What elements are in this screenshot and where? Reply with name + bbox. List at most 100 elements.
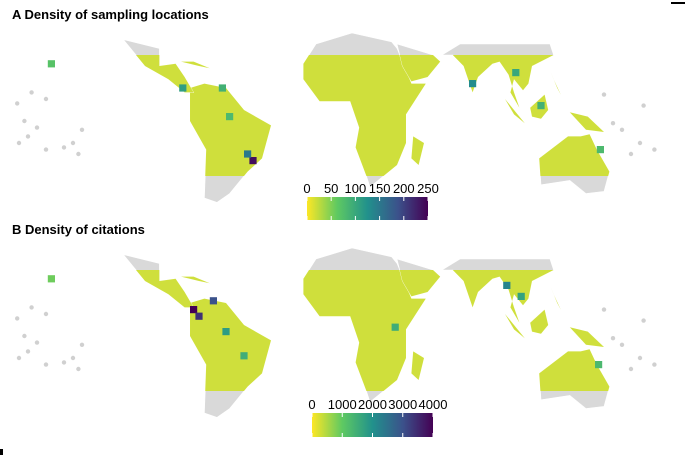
density-cell xyxy=(190,306,198,314)
island xyxy=(619,342,625,347)
island xyxy=(628,151,634,157)
land xyxy=(504,98,526,124)
colorbar-tick-label: 4000 xyxy=(419,397,448,412)
island xyxy=(619,127,625,132)
density-cell xyxy=(596,146,604,154)
island xyxy=(25,134,31,139)
study-region xyxy=(190,298,271,391)
study-region xyxy=(411,351,424,380)
study-region xyxy=(539,134,610,176)
density-cell xyxy=(537,102,545,110)
island xyxy=(43,311,49,317)
island xyxy=(652,362,657,367)
colorbar-tick-label: 150 xyxy=(369,181,391,196)
colorbar-tick-label: 50 xyxy=(324,181,338,196)
study-region xyxy=(539,349,610,391)
density-cell xyxy=(391,323,399,331)
panel-title: A Density of sampling locations xyxy=(12,7,209,22)
colorbar-tick-label: 3000 xyxy=(388,397,417,412)
island xyxy=(16,355,22,361)
island xyxy=(628,366,634,372)
island xyxy=(43,96,49,102)
island xyxy=(29,305,34,310)
island xyxy=(76,366,81,372)
island xyxy=(652,147,657,152)
study-region xyxy=(569,327,604,347)
study-region xyxy=(530,309,549,334)
island xyxy=(22,118,27,124)
study-region xyxy=(411,136,424,165)
density-cell xyxy=(240,352,248,360)
colorbar-tick-label: 0 xyxy=(303,181,310,196)
land xyxy=(440,258,554,323)
colorbar-tick-label: 250 xyxy=(417,181,439,196)
density-cell xyxy=(249,157,257,165)
island xyxy=(70,140,76,146)
density-cell xyxy=(179,84,187,92)
colorbar xyxy=(307,197,428,220)
island xyxy=(43,362,49,367)
colorbar-tick-label: 2000 xyxy=(358,397,387,412)
study-region xyxy=(505,99,525,124)
corner-mark xyxy=(671,2,685,4)
land xyxy=(549,285,562,310)
map xyxy=(15,247,657,418)
colorbar-tick-label: 0 xyxy=(308,397,315,412)
land xyxy=(549,70,562,95)
island xyxy=(76,151,81,157)
study-region xyxy=(181,276,210,284)
island xyxy=(16,140,22,146)
island xyxy=(70,355,76,361)
density-cell xyxy=(195,312,203,320)
island xyxy=(641,103,646,108)
study-region xyxy=(181,61,210,69)
study-region xyxy=(303,270,426,391)
land xyxy=(504,313,526,339)
study-region xyxy=(442,55,554,108)
study-region xyxy=(569,112,604,132)
study-region xyxy=(303,55,426,176)
study-region xyxy=(505,314,525,339)
island xyxy=(25,349,31,354)
island xyxy=(34,125,40,130)
study-region xyxy=(442,270,554,323)
island xyxy=(601,92,607,97)
density-cell xyxy=(47,275,55,283)
colorbar-tick-label: 100 xyxy=(345,181,367,196)
island xyxy=(34,340,40,345)
map xyxy=(15,32,657,203)
island xyxy=(79,127,85,132)
corner-mark xyxy=(0,449,3,455)
island xyxy=(22,333,27,339)
density-cell xyxy=(218,84,226,92)
study-region xyxy=(136,270,194,308)
density-cell xyxy=(47,60,55,68)
colorbar-tick-label: 1000 xyxy=(328,397,357,412)
density-cell xyxy=(244,150,252,158)
island xyxy=(601,307,607,312)
island xyxy=(29,90,34,95)
density-cell xyxy=(209,297,217,305)
island xyxy=(43,147,49,152)
island xyxy=(61,145,67,150)
study-region xyxy=(399,55,441,82)
panel-title: B Density of citations xyxy=(12,222,145,237)
land xyxy=(440,43,554,108)
island xyxy=(641,318,646,323)
density-cell xyxy=(226,113,234,121)
density-cell xyxy=(503,281,511,289)
study-region xyxy=(136,55,194,93)
island xyxy=(15,316,20,321)
density-cell xyxy=(517,292,525,300)
density-cell xyxy=(469,80,477,88)
island xyxy=(610,121,616,126)
island xyxy=(79,342,85,347)
island xyxy=(610,336,616,341)
island xyxy=(61,360,67,365)
density-cell xyxy=(595,361,603,369)
island xyxy=(637,140,643,146)
study-region xyxy=(399,270,441,297)
island xyxy=(637,355,643,361)
island xyxy=(15,101,20,106)
